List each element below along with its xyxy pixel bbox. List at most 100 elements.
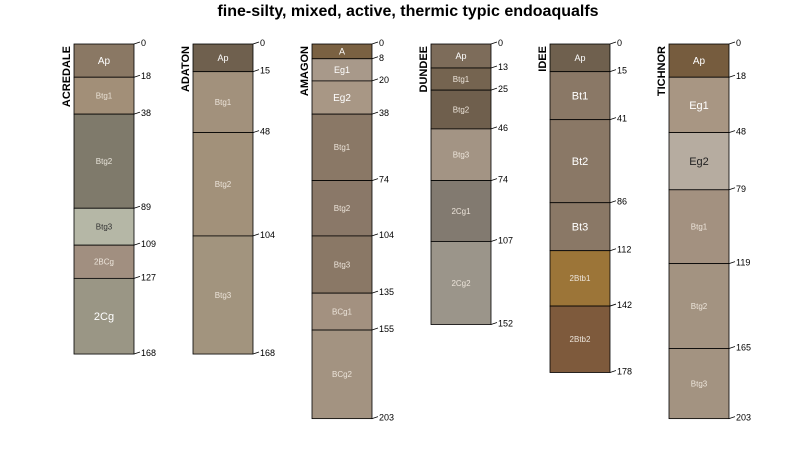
depth-label: 79 bbox=[736, 184, 746, 194]
horizon-label: Btg2 bbox=[334, 204, 351, 213]
depth-label: 41 bbox=[617, 114, 627, 124]
horizon-eg2 bbox=[311, 80, 373, 115]
profile-tichnor: TICHNOR Ap Eg1 Eg2 Btg1 Btg2 Btg3 0 18 48 79 119 165… bbox=[656, 38, 751, 423]
horizon-label: A bbox=[339, 47, 345, 57]
horizon-ap bbox=[73, 43, 135, 78]
depth-label: 20 bbox=[379, 75, 389, 85]
horizon-ap bbox=[668, 43, 730, 78]
depth-label: 0 bbox=[498, 38, 503, 48]
horizon-bt2 bbox=[549, 119, 611, 204]
depth-label: 165 bbox=[736, 343, 751, 353]
horizon-label: Btg3 bbox=[215, 291, 232, 300]
horizon-label: 2Btb2 bbox=[570, 335, 591, 344]
profile-name: ADATON bbox=[180, 46, 192, 92]
horizon-btg3 bbox=[192, 235, 254, 355]
depth-label: 18 bbox=[141, 71, 151, 81]
profile-amagon: AMAGON A Eg1 Eg2 Btg1 Btg2 Btg3 BCg1 BCg2 0 8 20 38 7… bbox=[299, 38, 394, 423]
horizon-label: Ap bbox=[574, 53, 585, 63]
diagram-title: fine-silty, mixed, active, thermic typic… bbox=[217, 3, 598, 20]
horizon-label: Btg2 bbox=[96, 157, 113, 166]
depth-tick bbox=[252, 69, 260, 73]
profile-name: DUNDEE bbox=[418, 46, 430, 92]
depth-tick bbox=[371, 111, 379, 115]
horizon-label: Btg1 bbox=[334, 143, 351, 152]
depth-tick bbox=[728, 130, 736, 133]
horizon-btg2 bbox=[311, 180, 373, 237]
depth-tick bbox=[609, 248, 617, 252]
horizon-label: Eg2 bbox=[333, 93, 351, 104]
horizon-label: Bt3 bbox=[572, 222, 589, 234]
depth-tick bbox=[371, 327, 379, 331]
horizon-label: Btg2 bbox=[453, 105, 470, 114]
depth-label: 18 bbox=[736, 71, 746, 81]
profile-acredale: ACREDALE Ap Btg1 Btg2 Btg3 2BCg 2Cg 0 18 38 89 109 1… bbox=[61, 38, 156, 358]
horizon-label: BCg2 bbox=[332, 370, 353, 379]
horizon-2cg bbox=[73, 277, 135, 355]
depth-label: 119 bbox=[736, 258, 750, 268]
depth-tick bbox=[371, 416, 379, 420]
profiles-group: ACREDALE Ap Btg1 Btg2 Btg3 2BCg 2Cg 0 18 38 89 109 1… bbox=[61, 38, 751, 423]
depth-label: 38 bbox=[141, 108, 151, 118]
horizon-label: Btg2 bbox=[691, 302, 708, 311]
depth-label: 127 bbox=[141, 272, 156, 282]
horizon-2cg2 bbox=[430, 241, 492, 325]
profile-name: ACREDALE bbox=[61, 46, 73, 107]
depth-label: 203 bbox=[736, 413, 751, 423]
horizon-btg3 bbox=[311, 235, 373, 294]
depth-tick bbox=[133, 111, 141, 115]
depth-tick bbox=[728, 74, 736, 78]
depth-label: 0 bbox=[379, 38, 384, 48]
horizon-btg1 bbox=[73, 76, 135, 115]
depth-label: 48 bbox=[260, 127, 270, 137]
depth-label: 135 bbox=[379, 287, 394, 297]
depth-tick bbox=[252, 41, 260, 45]
horizon-2btb1 bbox=[549, 250, 611, 307]
profile-name: IDEE bbox=[537, 46, 549, 72]
depth-label: 104 bbox=[260, 230, 275, 240]
depth-tick bbox=[609, 303, 617, 307]
depth-label: 48 bbox=[736, 127, 746, 137]
horizon-label: Btg3 bbox=[691, 379, 708, 388]
depth-tick bbox=[728, 261, 736, 264]
depth-label: 168 bbox=[141, 348, 156, 358]
depth-label: 15 bbox=[260, 66, 270, 76]
depth-tick bbox=[133, 41, 141, 45]
horizon-label: Btg3 bbox=[334, 260, 351, 269]
depth-tick bbox=[609, 69, 617, 73]
profile-dundee: DUNDEE Ap Btg1 Btg2 Btg3 2Cg1 2Cg2 0 13 25 46 74 107… bbox=[418, 38, 513, 329]
horizon-label: Eg1 bbox=[689, 100, 709, 112]
depth-tick bbox=[609, 117, 617, 121]
profile-name: TICHNOR bbox=[656, 46, 668, 96]
depth-label: 104 bbox=[379, 230, 394, 240]
horizon-label: 2Btb1 bbox=[570, 274, 591, 283]
horizon-label: Btg1 bbox=[215, 98, 232, 107]
depth-label: 74 bbox=[498, 175, 508, 185]
horizon-bt3 bbox=[549, 202, 611, 252]
profile-idee: IDEE Ap Bt1 Bt2 Bt3 2Btb1 2Btb2 0 15 41 86 112 142 17… bbox=[537, 38, 632, 376]
depth-label: 112 bbox=[617, 245, 631, 255]
horizon-bcg2 bbox=[311, 329, 373, 420]
horizon-label: BCg1 bbox=[332, 307, 353, 316]
horizon-label: Btg1 bbox=[691, 223, 708, 232]
horizon-label: 2BCg bbox=[94, 258, 114, 267]
depth-label: 15 bbox=[617, 66, 627, 76]
depth-label: 109 bbox=[141, 239, 156, 249]
depth-label: 168 bbox=[260, 348, 275, 358]
depth-tick bbox=[490, 239, 498, 242]
horizon-label: Eg1 bbox=[334, 65, 350, 75]
depth-tick bbox=[609, 370, 617, 373]
horizon-label: 2Cg1 bbox=[451, 207, 471, 216]
horizon-btg3 bbox=[668, 348, 730, 420]
depth-tick bbox=[371, 78, 379, 82]
depth-label: 0 bbox=[736, 38, 741, 48]
depth-tick bbox=[133, 205, 141, 209]
depth-tick bbox=[728, 187, 736, 191]
horizon-label: 2Cg2 bbox=[451, 279, 471, 288]
horizon-btg3 bbox=[73, 207, 135, 246]
depth-tick bbox=[371, 290, 379, 294]
depth-tick bbox=[490, 41, 498, 45]
horizon-label: Btg3 bbox=[96, 223, 113, 232]
depth-label: 38 bbox=[379, 108, 389, 118]
horizon-label: Bt2 bbox=[572, 156, 589, 168]
